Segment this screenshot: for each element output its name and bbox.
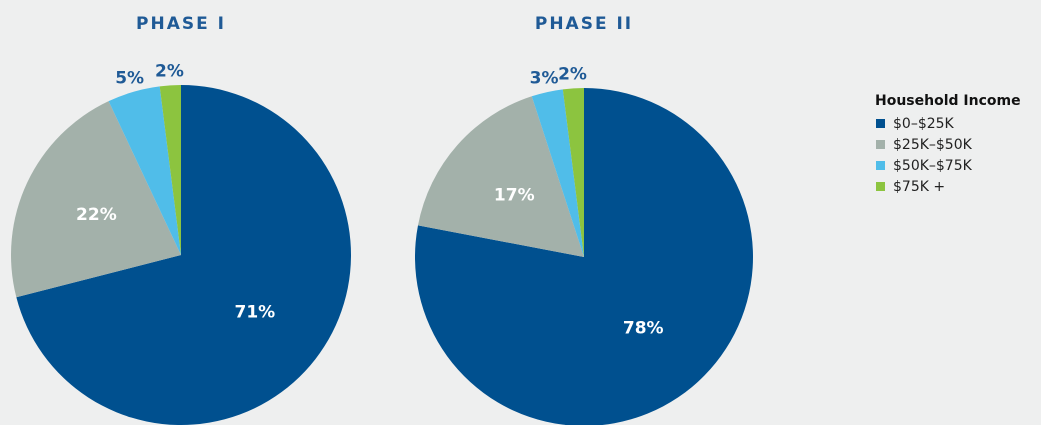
data-label: 17% <box>494 186 535 206</box>
pie-slice <box>159 85 181 255</box>
pie-slice <box>16 85 352 425</box>
data-label: 2% <box>155 61 184 81</box>
legend-label: $75K + <box>893 179 945 195</box>
pie-slice <box>415 88 753 425</box>
legend-label: $25K–$50K <box>893 137 973 153</box>
data-label: 22% <box>76 205 117 225</box>
pie-slice <box>108 86 181 255</box>
data-label: 5% <box>115 68 144 88</box>
pie-slice <box>562 88 584 257</box>
legend-title: Household Income <box>875 93 1021 109</box>
legend-label: $0–$25K <box>893 116 955 132</box>
legend-swatch <box>876 182 885 191</box>
data-label: 78% <box>623 319 664 339</box>
data-label: 3% <box>530 68 559 88</box>
legend-swatch <box>876 119 885 128</box>
chart-title: PHASE I <box>136 14 226 34</box>
legend-label: $50K–$75K <box>893 158 973 174</box>
pie-slice <box>531 89 584 258</box>
data-label: 2% <box>558 64 587 84</box>
pie-slice <box>10 101 181 298</box>
legend-swatch <box>876 140 885 149</box>
legend-swatch <box>876 161 885 170</box>
chart-title: PHASE II <box>535 14 633 34</box>
pie-slice <box>417 96 584 257</box>
data-label: 71% <box>235 302 276 322</box>
